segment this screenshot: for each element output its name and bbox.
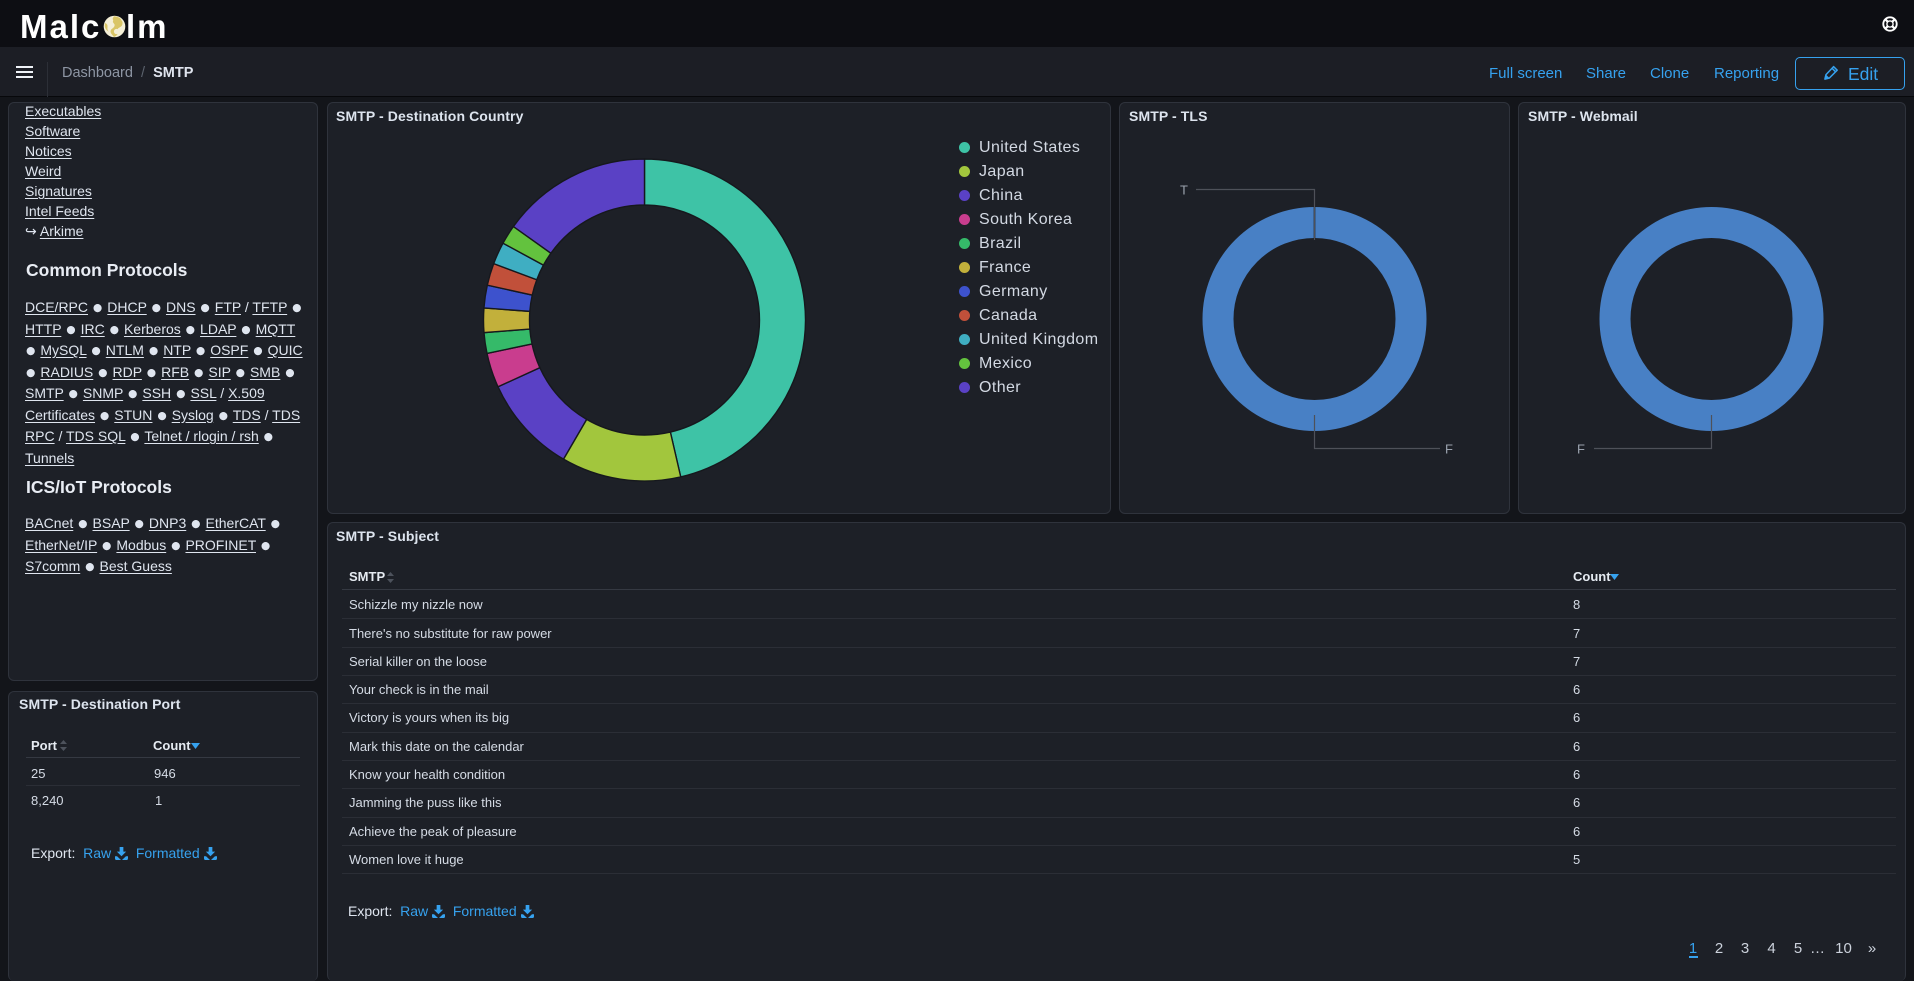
svg-text:F: F	[1445, 442, 1453, 457]
svg-text:T: T	[1180, 183, 1188, 198]
svg-text:F: F	[1577, 442, 1585, 457]
